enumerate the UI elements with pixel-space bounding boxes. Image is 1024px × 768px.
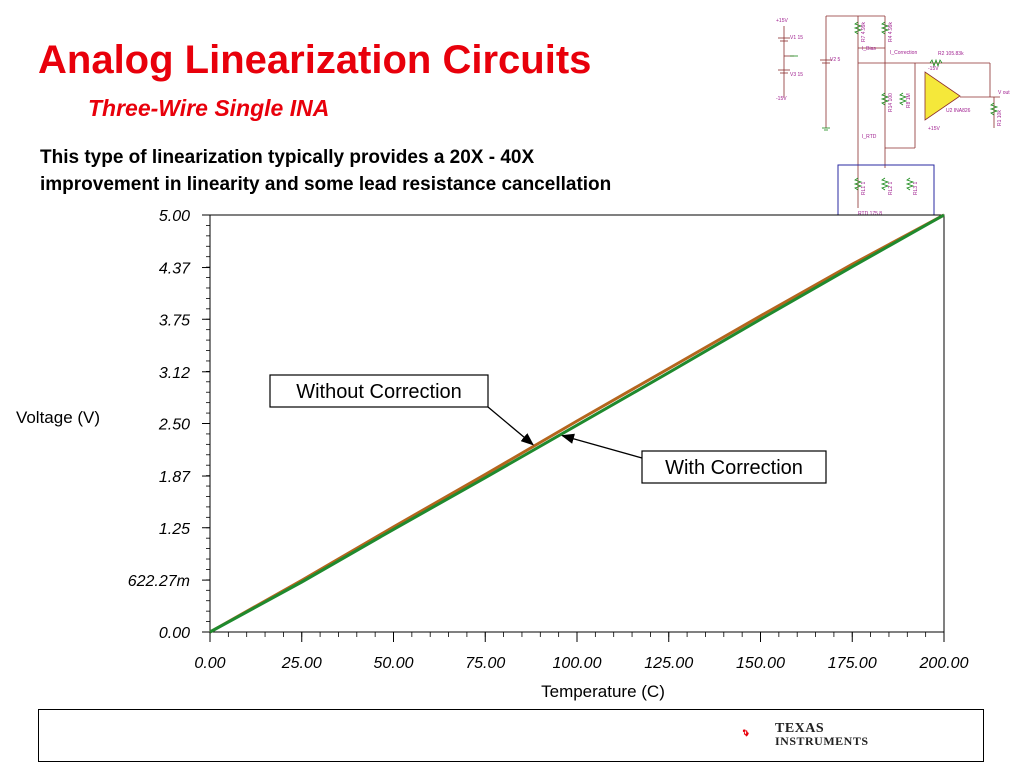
ti-wordmark: TEXAS INSTRUMENTS	[775, 722, 869, 748]
x-tick-label: 25.00	[281, 655, 322, 672]
schematic-label: -15V	[776, 96, 787, 102]
x-tick-label: 50.00	[373, 655, 413, 672]
y-axis-label: Voltage (V)	[16, 408, 100, 427]
texas-instruments-logo-icon	[742, 729, 749, 737]
schematic-label: V1 15	[790, 35, 803, 41]
schematic-label: I_RTD	[862, 134, 877, 140]
schematic-label: V3 15	[790, 72, 803, 78]
y-tick-label: 4.37	[159, 261, 191, 278]
y-tick-label: 0.00	[159, 625, 190, 642]
schematic-label: I_Correction	[890, 50, 917, 56]
schematic-label: R2 105.83k	[938, 51, 964, 57]
schematic-label: RL3 1	[913, 181, 919, 195]
annotation-label: With Correction	[665, 457, 803, 479]
annotation-box	[641, 450, 827, 484]
schematic-label: RTD 175.8	[858, 211, 882, 217]
description-line-2: improvement in linearity and some lead r…	[40, 174, 612, 195]
schematic-label: V out	[998, 90, 1010, 96]
schematic-label: I_Bias	[862, 46, 876, 52]
slide-description: This type of linearization typically pro…	[40, 144, 780, 198]
series-with-correction	[209, 213, 945, 634]
x-tick-label: 100.00	[553, 655, 602, 672]
schematic-label: R8 1M	[906, 93, 912, 108]
chart-annotations: Without Correction With Correction	[269, 374, 827, 484]
schematic-label: V2 5	[830, 57, 841, 63]
schematic-label: R14 100	[888, 93, 894, 112]
x-axis-label: Temperature (C)	[541, 682, 665, 701]
schematic-label: R7 4.99k	[861, 21, 867, 42]
annotation-arrow	[487, 406, 534, 446]
y-tick-label: 1.87	[159, 469, 191, 486]
circuit-schematic: +15V V1 15 V3 15 -15V V2 5 I_Bias I_Corr…	[776, 15, 1010, 217]
schematic-label: R4 4.99k	[888, 21, 894, 42]
y-tick-label: 2.50	[158, 417, 190, 434]
schematic-label: RL1 1	[861, 181, 867, 195]
y-tick-label: 622.27m	[128, 573, 190, 590]
x-tick-label: 125.00	[644, 655, 693, 672]
series-without-correction	[209, 213, 945, 634]
schematic-label: U2 INA826	[946, 108, 971, 114]
x-tick-label: 200.00	[919, 655, 969, 672]
y-tick-label: 1.25	[159, 521, 190, 538]
x-tick-label: 0.00	[194, 655, 225, 672]
x-tick-label: 150.00	[736, 655, 785, 672]
x-tick-label: 75.00	[465, 655, 505, 672]
slide-title: Analog Linearization Circuits	[38, 38, 592, 82]
schematic-label: +15V	[928, 126, 940, 132]
annotation-box	[269, 374, 489, 408]
annotation-label: Without Correction	[296, 381, 462, 403]
chart-axes: 0.00 622.27m 1.25 1.87 2.50 3.12 3.75 4.37 5.00 0…	[128, 208, 969, 672]
ti-wordmark-line-2: INSTRUMENTS	[775, 734, 869, 748]
footer-box	[38, 709, 984, 762]
y-tick-label: 3.75	[159, 312, 190, 329]
schematic-label: R1 10k	[997, 110, 1003, 126]
y-tick-label: 5.00	[159, 208, 190, 225]
chart-series	[209, 213, 945, 634]
annotation-arrow	[561, 433, 643, 459]
schematic-label: -15V	[928, 66, 939, 72]
ti-wordmark-line-1: TEXAS	[775, 721, 825, 736]
x-tick-label: 175.00	[828, 655, 877, 672]
schematic-label: RL2 1	[888, 181, 894, 195]
description-line-1: This type of linearization typically pro…	[40, 147, 535, 168]
slide-subtitle: Three-Wire Single INA	[88, 95, 330, 121]
schematic-label: +15V	[776, 18, 788, 24]
y-tick-label: 3.12	[159, 365, 190, 382]
